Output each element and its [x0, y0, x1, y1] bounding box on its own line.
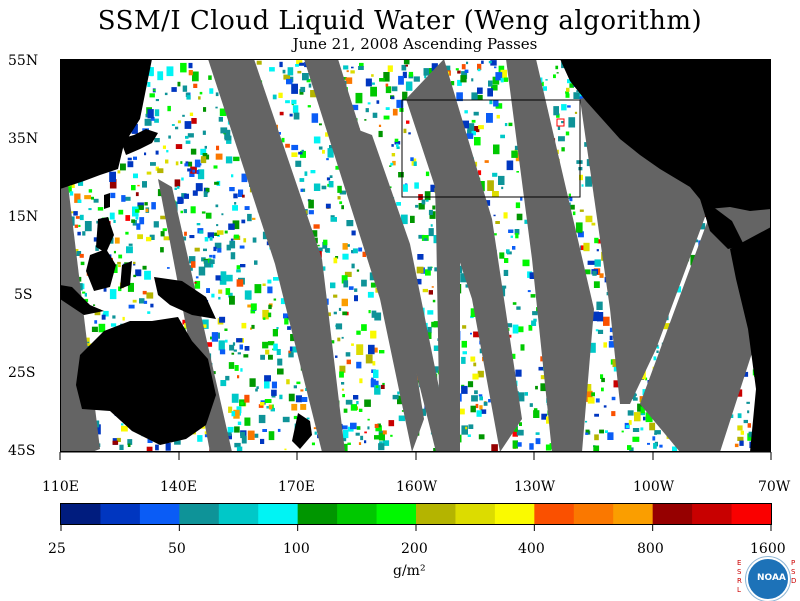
colorbar-label-400: 400: [518, 541, 545, 557]
colorbar-swatch: [455, 504, 496, 524]
lat-label-55n: 55N: [8, 53, 39, 69]
colorbar-label-50: 50: [168, 541, 186, 557]
lat-label-45s: 45S: [8, 443, 36, 459]
colorbar-swatch: [613, 504, 654, 524]
lat-label-5s: 5S: [14, 287, 33, 303]
landmass-taiwan: [104, 193, 110, 209]
colorbar-swatch: [297, 504, 338, 524]
lat-label-35n: 35N: [8, 131, 39, 147]
location-marker: [556, 118, 565, 127]
colorbar-swatch: [376, 504, 417, 524]
colorbar-label-200: 200: [401, 541, 428, 557]
colorbar-label-25: 25: [48, 541, 66, 557]
colorbar-swatch: [218, 504, 259, 524]
colorbar-swatch: [139, 504, 180, 524]
longitude-ticks: [59, 452, 772, 460]
swath-gap: [432, 99, 460, 452]
lon-label-140e: 140E: [160, 479, 197, 495]
land-layer: [60, 59, 771, 452]
lat-label-25s: 25S: [8, 365, 36, 381]
lon-label-130w: 130W: [514, 479, 556, 495]
colorbar-swatch: [692, 504, 733, 524]
swath-gap: [304, 59, 424, 452]
colorbar-swatch: [573, 504, 614, 524]
longitude-axis: [59, 451, 772, 460]
landmass-south-america: [730, 227, 771, 452]
cloud-liquid-water-map: [60, 59, 771, 452]
noaa-emblem: NOAA: [746, 557, 790, 601]
colorbar-swatch: [179, 504, 220, 524]
landmass-cuba: [724, 185, 764, 199]
lon-label-160w: 160W: [396, 479, 438, 495]
colorbar-swatch: [337, 504, 378, 524]
landmass-philippines: [96, 217, 114, 253]
colorbar-unit: g/m²: [393, 563, 426, 579]
lon-label-170e: 170E: [278, 479, 315, 495]
region-box: [401, 99, 581, 198]
landmass-borneo: [86, 249, 116, 291]
landmass-central-america: [700, 199, 744, 249]
lon-label-70w: 70W: [758, 479, 791, 495]
colorbar-swatch: [100, 504, 141, 524]
landmass-new-zealand: [292, 413, 312, 449]
colorbar-swatch: [416, 504, 456, 524]
lon-label-110e: 110E: [42, 479, 79, 495]
colorbar-swatch: [731, 504, 772, 524]
landmass-japan: [120, 129, 158, 155]
colorbar-swatch: [534, 504, 575, 524]
swath-gap: [356, 129, 452, 452]
noaa-logo: ESRL NOAA PSD: [735, 557, 798, 601]
landmass-australia: [76, 317, 216, 445]
esrl-text: ESRL: [737, 559, 742, 594]
landmass-new-guinea: [154, 277, 216, 319]
landmass-asia: [60, 59, 152, 189]
colorbar: [60, 503, 772, 531]
swath-gap: [506, 59, 594, 452]
landmass-sulawesi: [120, 261, 132, 289]
landmass-sumatra-java: [60, 285, 104, 315]
lat-label-15n: 15N: [8, 209, 39, 225]
colorbar-label-800: 800: [637, 541, 664, 557]
map-subtitle: June 21, 2008 Ascending Passes: [292, 35, 538, 53]
colorbar-label-100: 100: [283, 541, 310, 557]
colorbar-swatch: [258, 504, 299, 524]
colorbar-swatch: [652, 504, 693, 524]
colorbar-label-1600: 1600: [750, 541, 786, 557]
landmass-north-america: [560, 59, 771, 211]
psd-text: PSD: [791, 559, 797, 585]
colorbar-swatch: [494, 504, 535, 524]
lon-label-100w: 100W: [633, 479, 675, 495]
colorbar-swatch: [61, 504, 101, 524]
swath-gap: [208, 59, 345, 452]
map-title: SSM/I Cloud Liquid Water (Weng algorithm…: [97, 6, 703, 36]
